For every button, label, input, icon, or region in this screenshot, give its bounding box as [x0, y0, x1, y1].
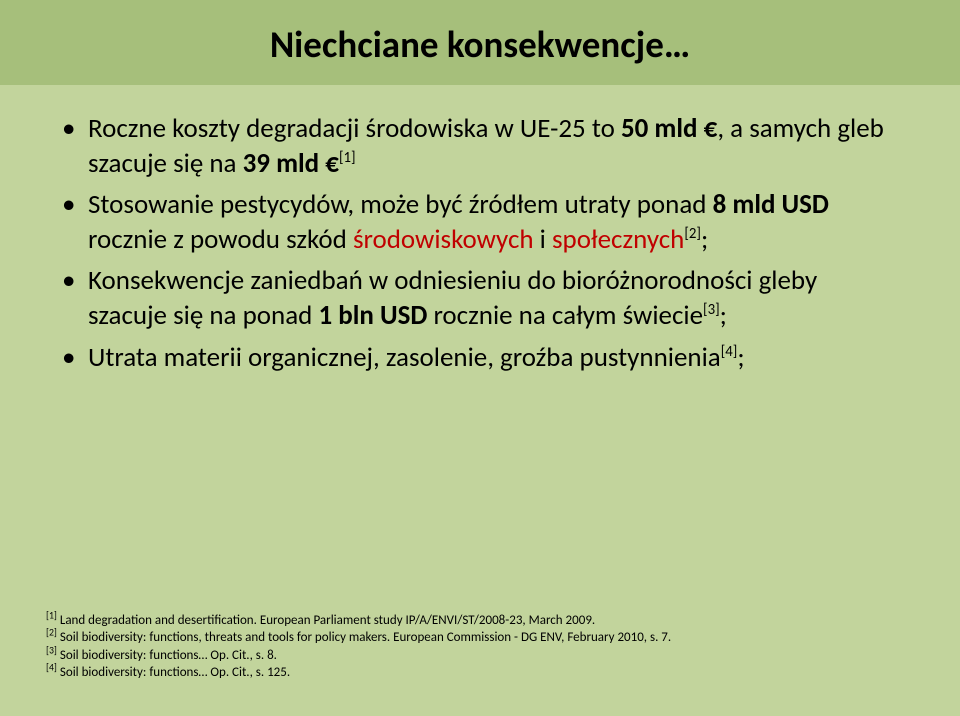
sup-ref: [2] [684, 224, 701, 242]
text: rocznie na całym świecie [433, 299, 703, 332]
text: Stosowanie pestycydów, może być źródłem … [88, 188, 713, 221]
sup-ref: [4] [46, 662, 57, 674]
ref-1: [1] Land degradation and desertification… [46, 612, 914, 630]
sup-ref: [1] [339, 148, 356, 166]
red-text: środowiskowych [353, 223, 534, 256]
ref-text: Soil biodiversity: functions… Op. Cit., … [57, 648, 277, 663]
references: [1] Land degradation and desertification… [46, 612, 914, 682]
slide-title: Niechciane konsekwencje… [270, 22, 690, 67]
sup-ref: [1] [46, 609, 57, 621]
ref-4: [4] Soil biodiversity: functions… Op. Ci… [46, 664, 914, 682]
sup-ref: [3] [703, 300, 720, 318]
bold-text: 1 bln USD [318, 299, 433, 332]
text: ; [737, 341, 744, 374]
sup-ref: [2] [46, 627, 57, 639]
ref-text: Soil biodiversity: functions, threats an… [57, 630, 671, 645]
bold-text: 8 mld USD [713, 188, 829, 221]
ref-text: Soil biodiversity: functions… Op. Cit., … [57, 665, 290, 680]
text: i [534, 223, 552, 256]
bullet-list: Roczne koszty degradacji środowiska w UE… [62, 111, 898, 375]
ref-2: [2] Soil biodiversity: functions, threat… [46, 629, 914, 647]
bold-text: 50 mld € [621, 112, 717, 145]
bullet-3: Konsekwencje zaniedbań w odniesieniu do … [62, 263, 898, 333]
text: ; [720, 299, 727, 332]
text: Roczne koszty degradacji środowiska w UE… [88, 112, 621, 145]
red-text: społecznych [552, 223, 684, 256]
sup-ref: [4] [721, 342, 738, 360]
sup-ref: [3] [46, 645, 57, 657]
bold-text: 39 mld € [243, 147, 339, 180]
slide: Niechciane konsekwencje… Roczne koszty d… [0, 0, 960, 716]
bullet-4: Utrata materii organicznej, zasolenie, g… [62, 340, 898, 375]
text: Utrata materii organicznej, zasolenie, g… [88, 341, 721, 374]
bullet-2: Stosowanie pestycydów, może być źródłem … [62, 187, 898, 257]
text: ; [701, 223, 708, 256]
ref-3: [3] Soil biodiversity: functions… Op. Ci… [46, 647, 914, 665]
slide-body: Roczne koszty degradacji środowiska w UE… [0, 85, 960, 375]
title-band: Niechciane konsekwencje… [0, 0, 960, 85]
bullet-1: Roczne koszty degradacji środowiska w UE… [62, 111, 898, 181]
text: rocznie z powodu szkód [88, 223, 353, 256]
ref-text: Land degradation and desertification. Eu… [57, 613, 595, 628]
